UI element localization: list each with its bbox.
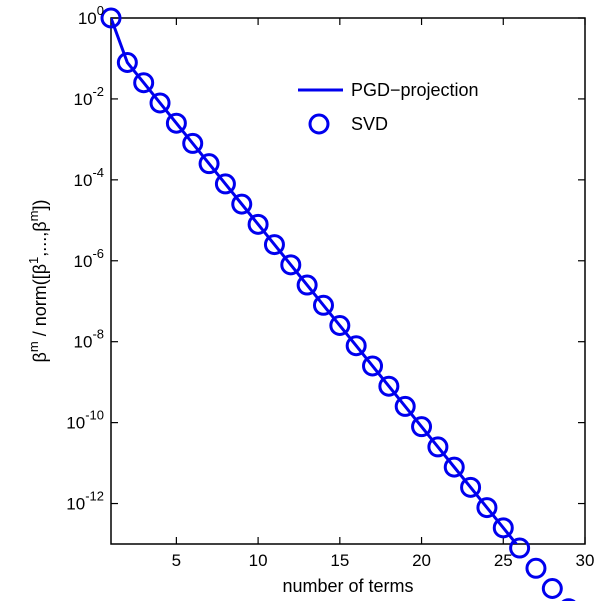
svd-point (492, 517, 514, 539)
svd-point (100, 7, 122, 29)
y-tick-label: 10-10 (66, 408, 104, 433)
svd-point (443, 456, 465, 478)
svd-point (362, 355, 384, 377)
svd-point (525, 557, 547, 579)
y-axis-title: βm / norm([β1,...,βm]) (26, 199, 50, 362)
svd-point (427, 436, 449, 458)
svd-point (312, 294, 334, 316)
svd-point (411, 416, 433, 438)
svd-point (329, 315, 351, 337)
y-tick-label: 10-8 (74, 327, 104, 352)
x-tick-label: 5 (172, 551, 181, 570)
svd-point (561, 598, 576, 601)
y-tick-label: 10-6 (74, 246, 104, 271)
svd-point (460, 476, 482, 498)
x-tick-label: 30 (576, 551, 595, 570)
y-tick-label: 10-12 (66, 489, 104, 514)
svd-point (182, 132, 204, 154)
y-tick-labels: 100 10-2 10-4 10-6 10-8 10-10 10-12 (66, 3, 104, 514)
x-tick-label: 25 (494, 551, 513, 570)
series-markers-group (100, 7, 576, 601)
svd-point (149, 92, 171, 114)
svd-point (214, 173, 236, 195)
x-axis-title: number of terms (282, 576, 413, 596)
svd-point (198, 153, 220, 175)
legend-label-svd: SVD (351, 114, 388, 134)
svd-point (476, 497, 498, 519)
svd-point (165, 112, 187, 134)
svd-point (394, 395, 416, 417)
svd-point (133, 72, 155, 94)
legend-marker-sample (308, 113, 330, 135)
svd-point (296, 274, 318, 296)
svd-point (345, 335, 367, 357)
svd-point (541, 578, 563, 600)
series-line-pgd (111, 18, 519, 544)
axis-ticks (111, 17, 586, 544)
y-tick-label: 100 (78, 3, 104, 28)
x-tick-labels: 5 10 15 20 25 30 (172, 551, 595, 570)
x-tick-label: 10 (249, 551, 268, 570)
legend-label-pgd: PGD−projection (351, 80, 479, 100)
x-tick-label: 20 (412, 551, 431, 570)
svd-point (509, 537, 531, 559)
svd-point (231, 193, 253, 215)
legend: PGD−projection SVD (298, 80, 479, 135)
plot-area (110, 17, 586, 545)
svd-point (378, 375, 400, 397)
svd-point (247, 213, 269, 235)
svd-point (263, 234, 285, 256)
y-tick-label: 10-2 (74, 84, 104, 109)
x-tick-label: 15 (330, 551, 349, 570)
series-line-group (111, 18, 519, 544)
svd-point (280, 254, 302, 276)
y-tick-label: 10-4 (74, 165, 104, 190)
svd-point (116, 52, 138, 74)
